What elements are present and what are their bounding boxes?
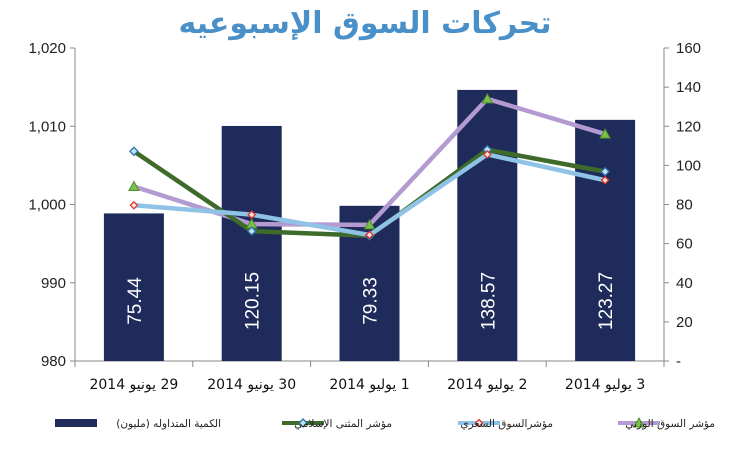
line-point	[599, 128, 611, 139]
bars: 75.44 120.15 79.33 138.57 123.27	[103, 89, 636, 362]
line-point	[129, 200, 139, 210]
right-tick-label: 60	[676, 236, 693, 253]
legend-label: الكمية المتداوله (مليون)	[116, 418, 221, 430]
right-tick-label: 80	[676, 197, 693, 214]
left-tick-label: 980	[41, 353, 66, 370]
left-tick-label: 1,020	[28, 40, 66, 57]
bar-data-label: 123.27	[596, 272, 617, 330]
line-point	[481, 92, 494, 104]
bar-data-label: 138.57	[478, 272, 499, 330]
line-point	[247, 210, 257, 220]
right-tick-label: 160	[676, 40, 701, 57]
legend: مؤشر السوق الوزني مؤشرالسوق السعري مؤشر ال…	[55, 416, 715, 430]
line-point	[600, 175, 610, 185]
bar-data-label: 75.44	[125, 277, 146, 325]
right-tick-label: -	[676, 353, 681, 370]
left-tick-label: 990	[41, 275, 66, 292]
line-point	[365, 230, 374, 240]
line-point	[600, 166, 611, 177]
left-tick-label: 1,000	[28, 197, 66, 214]
bar	[221, 125, 282, 361]
bar-data-label: 79.33	[361, 277, 382, 325]
right-tick-label: 40	[676, 275, 693, 292]
line-point	[128, 180, 140, 192]
line-point	[474, 418, 484, 428]
line-point	[298, 418, 308, 428]
left-tick-label: 1,010	[28, 118, 66, 135]
right-tick-label: 20	[676, 314, 693, 331]
x-tick-label: 30 يونيو 2014	[207, 377, 296, 393]
line-point	[633, 416, 645, 428]
right-tick-label: 100	[676, 157, 701, 174]
lines	[128, 92, 611, 241]
right-tick-label: 140	[676, 79, 701, 96]
right-tick-label: 120	[676, 118, 701, 135]
x-tick-label: 3 يوليو 2014	[565, 377, 645, 393]
x-tick-label: 29 يونيو 2014	[89, 377, 178, 393]
bar	[103, 213, 164, 361]
legend-swatch	[55, 419, 97, 427]
line-point	[363, 218, 376, 230]
legend-label: مؤشر المثنى الإسلامي	[294, 418, 392, 430]
bar	[575, 119, 636, 362]
line-point	[128, 146, 139, 157]
line-point	[482, 150, 492, 159]
bar-data-label: 120.15	[243, 272, 264, 330]
x-tick-label: 2 يوليو 2014	[447, 377, 527, 393]
legend-label: مؤشر السوق الوزني	[625, 418, 715, 430]
chart-title: تحركات السوق الإسبوعيه	[178, 6, 551, 41]
bar	[457, 89, 518, 362]
axes: 980 990 1,000 1,010 1,020 - 20 40 60 80 100 120 140 1…	[28, 40, 701, 393]
line-point	[246, 226, 257, 237]
x-tick-label: 1 يوليو 2014	[329, 377, 409, 393]
legend-label: مؤشرالسوق السعري	[460, 418, 553, 430]
